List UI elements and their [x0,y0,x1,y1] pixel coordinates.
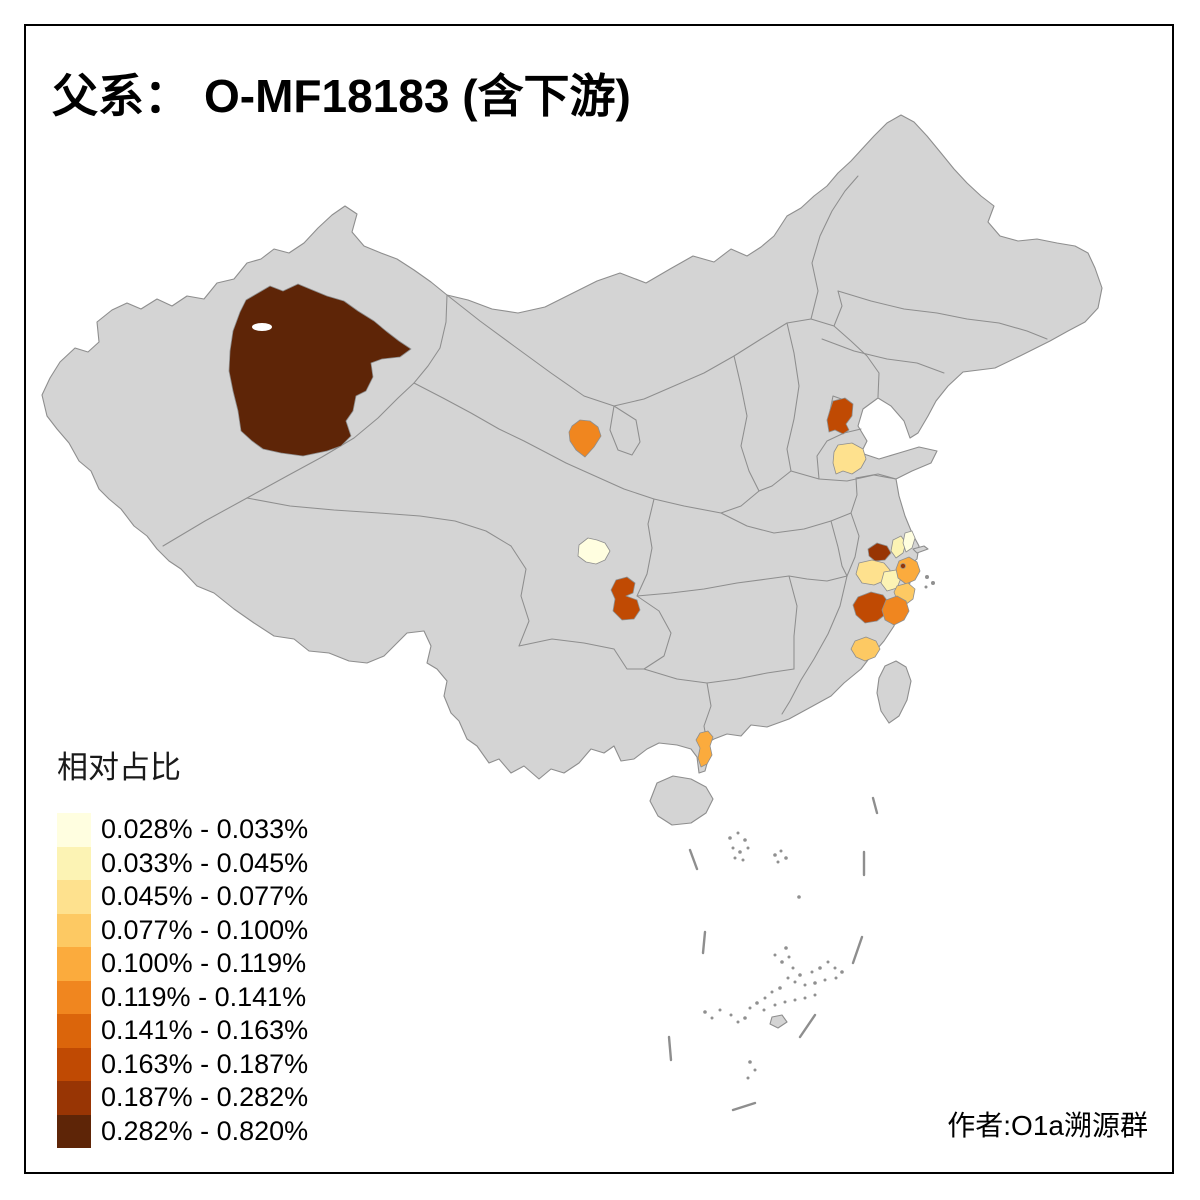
title-haplogroup: O-MF18183 (含下游) [204,70,631,122]
legend-title: 相对占比 [57,750,181,785]
region-taizhou-zhejiang [881,595,910,626]
legend-swatch [57,1081,91,1115]
province-borders [162,175,1048,744]
legend-label: 0.028% - 0.033% [101,814,309,845]
legend-swatch [57,1047,91,1081]
legend-swatch [57,947,91,981]
legend-item: 0.119% - 0.141% [57,980,308,1014]
lake-bosten [252,323,272,331]
islet-dots [703,831,844,1080]
scs-larger-islet [769,1014,788,1029]
region-leizhou [695,730,714,768]
legend-swatch [57,813,91,847]
legend-label: 0.033% - 0.045% [101,847,309,878]
legend-item: 0.163% - 0.187% [57,1047,309,1081]
region-nantong-west [890,535,907,559]
region-chengdu [577,537,611,565]
taiwan-island [876,660,912,724]
legend-swatch [57,913,91,947]
legend-item: 0.141% - 0.163% [57,1014,308,1048]
region-southern-xinjiang [228,283,412,457]
legend-items: 0.028% - 0.033% 0.033% - 0.045% 0.045% - 0… [57,813,308,1148]
region-nantong-east [902,530,916,553]
region-changzhou [867,542,892,562]
legend-label: 0.282% - 0.820% [101,1115,309,1146]
plot-frame [24,24,1174,1174]
legend-label: 0.077% - 0.100% [101,914,309,945]
legend-item: 0.033% - 0.045% [57,846,309,880]
page-title: 父系： O-MF18183 (含下游) [52,60,631,126]
legend-label: 0.045% - 0.077% [101,881,309,912]
islands [649,545,935,826]
legend-label: 0.187% - 0.282% [101,1082,309,1113]
legend-swatch [57,1014,91,1048]
legend-label: 0.119% - 0.141% [101,981,307,1012]
south-china-sea-features [667,796,879,1112]
legend-item: 0.100% - 0.119% [57,947,308,981]
title-prefix: 父系： [52,71,190,122]
legend-label: 0.163% - 0.187% [101,1048,309,1079]
hainan-island [649,775,714,826]
legend-item: 0.282% - 0.820% [57,1114,309,1148]
legend-label: 0.141% - 0.163% [101,1015,309,1046]
legend-label: 0.100% - 0.119% [101,948,307,979]
region-chongqing-south [610,576,641,621]
legend-item: 0.028% - 0.033% [57,813,308,847]
chongming-island [912,545,929,554]
legend: 相对占比 0.028% - 0.033% 0.033% - 0.045% 0.045… [57,742,308,1148]
legend-item: 0.077% - 0.100% [57,913,309,947]
legend-swatch [57,980,91,1014]
attribution-text: 作者:O1a溯源群 [947,1110,1148,1141]
region-lanzhou [568,419,602,458]
legend-swatch [57,1114,91,1148]
colored-regions [228,283,921,768]
region-fuzhou [850,636,881,662]
region-shanghai-city [900,563,906,569]
legend-item: 0.045% - 0.077% [57,880,308,914]
region-jinhua-quzhou [852,591,890,624]
region-jining [832,442,867,475]
legend-swatch [57,846,91,880]
legend-item: 0.187% - 0.282% [57,1081,308,1115]
legend-swatch [57,880,91,914]
region-jinan [826,397,854,435]
